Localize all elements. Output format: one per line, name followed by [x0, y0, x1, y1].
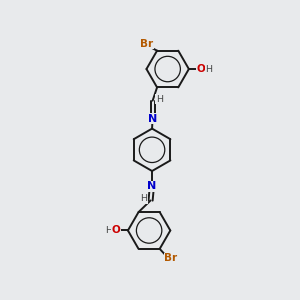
- Text: Br: Br: [140, 39, 153, 49]
- Text: H: H: [205, 64, 212, 74]
- Text: Br: Br: [164, 253, 177, 263]
- Text: N: N: [147, 181, 157, 191]
- Text: H: H: [141, 194, 148, 203]
- Text: N: N: [148, 114, 157, 124]
- Text: H: H: [105, 226, 112, 235]
- Text: O: O: [112, 226, 121, 236]
- Text: O: O: [196, 64, 205, 74]
- Text: H: H: [156, 95, 163, 104]
